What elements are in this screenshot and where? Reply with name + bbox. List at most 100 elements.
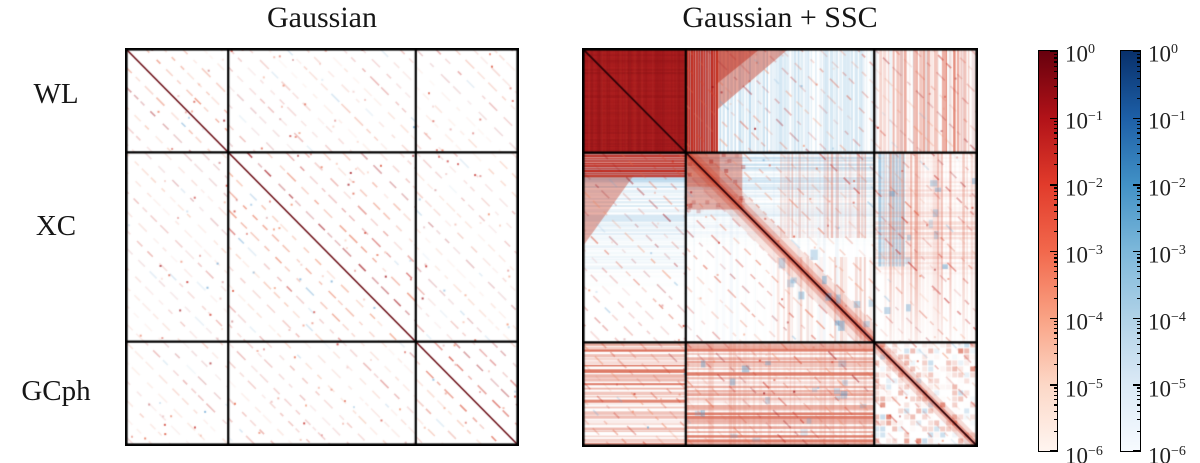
colorbar-tick [1053,61,1057,63]
colorbar-tick [1053,127,1057,130]
colorbar-tick [1053,132,1057,134]
colorbar-tick [1053,85,1057,88]
colorbar-tick [1053,285,1057,288]
colorbar-tick [1053,54,1057,56]
colorbar-tick [1136,327,1140,330]
colorbar-tick-label: 100 [1065,41,1095,67]
colorbar-red-positive [1038,50,1058,452]
colorbar-tick [1136,77,1140,79]
colorbar-tick [1053,71,1057,73]
colorbar-tick [1136,419,1140,421]
colorbar-tick [1136,57,1140,59]
gaussian-ssc-correlation-matrix [582,48,978,447]
colorbar-tick [1133,184,1140,186]
colorbar-tick [1053,144,1057,146]
colorbar-tick-label: 100 [1148,41,1178,67]
panel-title-gaussian: Gaussian [267,1,377,34]
colorbar-tick [1053,257,1057,259]
colorbar-tick [1136,364,1140,366]
row-label-gcph: GCph [21,375,91,407]
colorbar-tick [1136,257,1140,259]
colorbar-tick [1053,77,1057,79]
colorbar-tick [1136,190,1140,192]
colorbar-tick [1053,430,1057,433]
colorbar-tick [1053,297,1057,299]
colorbar-tick [1053,320,1057,322]
colorbar-tick [1136,265,1140,267]
colorbar-tick [1053,419,1057,421]
colorbar-tick [1136,261,1140,263]
colorbar-tick [1053,352,1057,354]
colorbar-tick-label: 10−3 [1148,242,1186,268]
colorbar-tick [1136,97,1140,99]
colorbar-tick [1136,254,1140,256]
colorbar-tick [1053,344,1057,346]
colorbar-tick [1133,117,1140,119]
colorbar-tick [1053,394,1057,396]
colorbar-tick [1136,71,1140,73]
colorbar-tick [1136,120,1140,122]
colorbar-tick [1050,51,1057,53]
colorbar-tick-label: 10−2 [1148,175,1186,201]
colorbar-tick-label: 10−4 [1148,309,1186,335]
colorbar-blue-negative [1120,50,1141,452]
colorbar-tick [1053,364,1057,366]
colorbar-tick [1053,194,1057,196]
colorbar-tick [1053,271,1057,273]
colorbar-tick-label: 10−6 [1148,443,1186,463]
colorbar-tick [1053,65,1057,67]
colorbar-tick [1053,210,1057,213]
colorbar-tick [1053,120,1057,122]
colorbar-tick [1050,317,1057,319]
colorbar-tick-label: 10−2 [1065,175,1103,201]
colorbar-tick [1136,210,1140,213]
colorbar-tick [1136,387,1140,389]
colorbar-tick [1053,337,1057,339]
colorbar-tick [1053,97,1057,99]
colorbar-tick [1053,261,1057,263]
colorbar-tick [1133,251,1140,253]
colorbar-tick [1053,265,1057,267]
colorbar-tick [1136,187,1140,189]
colorbar-tick [1136,399,1140,401]
colorbar-tick [1053,137,1057,139]
colorbar-tick [1053,152,1057,154]
colorbar-tick [1133,449,1140,451]
colorbar-tick [1053,187,1057,189]
colorbar-tick [1053,204,1057,206]
colorbar-tick [1136,337,1140,339]
colorbar-tick [1136,277,1140,279]
colorbar-tick [1053,324,1057,326]
colorbar-tick [1136,320,1140,322]
colorbar-tick [1053,164,1057,166]
colorbar-tick-label: 10−1 [1148,108,1186,134]
colorbar-tick [1133,317,1140,319]
colorbar-tick [1053,199,1057,201]
colorbar-tick [1053,404,1057,406]
colorbar-tick [1136,344,1140,346]
colorbar-tick-label: 10−1 [1065,108,1103,134]
gaussian-correlation-matrix [125,48,519,446]
colorbar-tick [1136,404,1140,406]
colorbar-tick [1136,219,1140,221]
colorbar-tick [1136,194,1140,196]
colorbar-tick-label: 10−4 [1065,309,1103,335]
colorbar-tick [1136,61,1140,63]
colorbar-tick-label: 10−5 [1148,376,1186,402]
colorbar-tick [1136,297,1140,299]
colorbar-tick [1136,85,1140,88]
colorbar-tick [1053,254,1057,256]
colorbar-tick [1053,387,1057,389]
colorbar-tick [1053,219,1057,221]
colorbar-tick [1136,137,1140,139]
colorbar-tick [1136,390,1140,392]
colorbar-tick [1136,124,1140,126]
colorbar-tick [1053,332,1057,334]
colorbar-tick [1053,190,1057,192]
row-label-wl: WL [33,78,79,110]
colorbar-tick [1136,152,1140,154]
colorbar-tick-label: 10−3 [1065,242,1103,268]
colorbar-tick [1050,384,1057,386]
colorbar-tick [1050,184,1057,186]
